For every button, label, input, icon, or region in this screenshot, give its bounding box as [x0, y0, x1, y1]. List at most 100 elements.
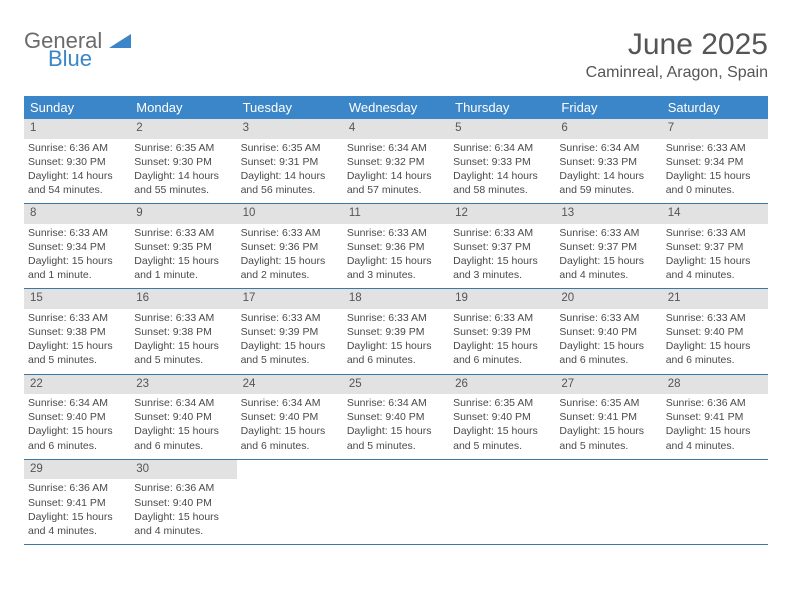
daylight-text: Daylight: 14 hours and 54 minutes.	[28, 169, 126, 197]
day-number: 23	[130, 375, 236, 395]
daylight-text: Daylight: 15 hours and 4 minutes.	[134, 510, 232, 538]
sunset-text: Sunset: 9:34 PM	[666, 155, 764, 169]
day-body: Sunrise: 6:33 AMSunset: 9:34 PMDaylight:…	[662, 139, 768, 204]
day-cell: 13Sunrise: 6:33 AMSunset: 9:37 PMDayligh…	[555, 204, 661, 288]
brand-logo: General Blue	[24, 28, 132, 54]
weeks-container: 1Sunrise: 6:36 AMSunset: 9:30 PMDaylight…	[24, 119, 768, 545]
sunset-text: Sunset: 9:37 PM	[666, 240, 764, 254]
day-cell: 12Sunrise: 6:33 AMSunset: 9:37 PMDayligh…	[449, 204, 555, 288]
day-body: Sunrise: 6:33 AMSunset: 9:39 PMDaylight:…	[449, 309, 555, 374]
day-cell: 24Sunrise: 6:34 AMSunset: 9:40 PMDayligh…	[237, 375, 343, 459]
daylight-text: Daylight: 15 hours and 4 minutes.	[28, 510, 126, 538]
sunset-text: Sunset: 9:37 PM	[559, 240, 657, 254]
week-row: 8Sunrise: 6:33 AMSunset: 9:34 PMDaylight…	[24, 204, 768, 289]
day-cell: 11Sunrise: 6:33 AMSunset: 9:36 PMDayligh…	[343, 204, 449, 288]
sunrise-text: Sunrise: 6:33 AM	[666, 141, 764, 155]
day-cell: 10Sunrise: 6:33 AMSunset: 9:36 PMDayligh…	[237, 204, 343, 288]
day-body	[662, 464, 768, 472]
day-cell: 21Sunrise: 6:33 AMSunset: 9:40 PMDayligh…	[662, 289, 768, 373]
daylight-text: Daylight: 15 hours and 6 minutes.	[28, 424, 126, 452]
day-body	[237, 464, 343, 472]
day-number: 9	[130, 204, 236, 224]
sunset-text: Sunset: 9:41 PM	[28, 496, 126, 510]
sunrise-text: Sunrise: 6:36 AM	[666, 396, 764, 410]
day-body: Sunrise: 6:33 AMSunset: 9:39 PMDaylight:…	[237, 309, 343, 374]
day-body: Sunrise: 6:34 AMSunset: 9:40 PMDaylight:…	[237, 394, 343, 459]
day-body: Sunrise: 6:33 AMSunset: 9:37 PMDaylight:…	[555, 224, 661, 289]
sunset-text: Sunset: 9:40 PM	[666, 325, 764, 339]
daylight-text: Daylight: 15 hours and 6 minutes.	[134, 424, 232, 452]
sunset-text: Sunset: 9:40 PM	[134, 496, 232, 510]
sunset-text: Sunset: 9:36 PM	[241, 240, 339, 254]
day-number: 11	[343, 204, 449, 224]
week-row: 15Sunrise: 6:33 AMSunset: 9:38 PMDayligh…	[24, 289, 768, 374]
day-cell: 19Sunrise: 6:33 AMSunset: 9:39 PMDayligh…	[449, 289, 555, 373]
day-cell: 16Sunrise: 6:33 AMSunset: 9:38 PMDayligh…	[130, 289, 236, 373]
day-body: Sunrise: 6:33 AMSunset: 9:35 PMDaylight:…	[130, 224, 236, 289]
sunrise-text: Sunrise: 6:34 AM	[559, 141, 657, 155]
sunrise-text: Sunrise: 6:33 AM	[666, 226, 764, 240]
day-cell: 25Sunrise: 6:34 AMSunset: 9:40 PMDayligh…	[343, 375, 449, 459]
day-cell: 23Sunrise: 6:34 AMSunset: 9:40 PMDayligh…	[130, 375, 236, 459]
month-title: June 2025	[586, 28, 768, 62]
day-body: Sunrise: 6:34 AMSunset: 9:40 PMDaylight:…	[24, 394, 130, 459]
sunrise-text: Sunrise: 6:36 AM	[28, 481, 126, 495]
day-body: Sunrise: 6:35 AMSunset: 9:30 PMDaylight:…	[130, 139, 236, 204]
day-cell: 3Sunrise: 6:35 AMSunset: 9:31 PMDaylight…	[237, 119, 343, 203]
calendar: Sunday Monday Tuesday Wednesday Thursday…	[24, 96, 768, 545]
sunset-text: Sunset: 9:33 PM	[559, 155, 657, 169]
daylight-text: Daylight: 15 hours and 5 minutes.	[28, 339, 126, 367]
day-body: Sunrise: 6:34 AMSunset: 9:40 PMDaylight:…	[130, 394, 236, 459]
day-number: 19	[449, 289, 555, 309]
day-number: 5	[449, 119, 555, 139]
day-cell: 15Sunrise: 6:33 AMSunset: 9:38 PMDayligh…	[24, 289, 130, 373]
week-row: 1Sunrise: 6:36 AMSunset: 9:30 PMDaylight…	[24, 119, 768, 204]
sunset-text: Sunset: 9:30 PM	[134, 155, 232, 169]
day-number: 3	[237, 119, 343, 139]
sunrise-text: Sunrise: 6:33 AM	[241, 311, 339, 325]
day-number: 28	[662, 375, 768, 395]
day-cell: 4Sunrise: 6:34 AMSunset: 9:32 PMDaylight…	[343, 119, 449, 203]
sunset-text: Sunset: 9:40 PM	[559, 325, 657, 339]
sunrise-text: Sunrise: 6:33 AM	[241, 226, 339, 240]
day-cell: 26Sunrise: 6:35 AMSunset: 9:40 PMDayligh…	[449, 375, 555, 459]
sunset-text: Sunset: 9:38 PM	[28, 325, 126, 339]
day-cell: 17Sunrise: 6:33 AMSunset: 9:39 PMDayligh…	[237, 289, 343, 373]
day-cell: 7Sunrise: 6:33 AMSunset: 9:34 PMDaylight…	[662, 119, 768, 203]
day-number: 25	[343, 375, 449, 395]
sunrise-text: Sunrise: 6:33 AM	[453, 311, 551, 325]
day-body: Sunrise: 6:36 AMSunset: 9:40 PMDaylight:…	[130, 479, 236, 544]
day-number: 2	[130, 119, 236, 139]
sunrise-text: Sunrise: 6:33 AM	[559, 226, 657, 240]
daylight-text: Daylight: 15 hours and 6 minutes.	[347, 339, 445, 367]
day-body	[343, 464, 449, 472]
day-number: 7	[662, 119, 768, 139]
sunrise-text: Sunrise: 6:34 AM	[453, 141, 551, 155]
day-number: 21	[662, 289, 768, 309]
dow-wednesday: Wednesday	[343, 96, 449, 119]
dow-tuesday: Tuesday	[237, 96, 343, 119]
dow-saturday: Saturday	[662, 96, 768, 119]
day-cell: 6Sunrise: 6:34 AMSunset: 9:33 PMDaylight…	[555, 119, 661, 203]
day-body	[555, 464, 661, 472]
day-number: 22	[24, 375, 130, 395]
day-number: 13	[555, 204, 661, 224]
sunset-text: Sunset: 9:32 PM	[347, 155, 445, 169]
day-cell: 14Sunrise: 6:33 AMSunset: 9:37 PMDayligh…	[662, 204, 768, 288]
day-body: Sunrise: 6:35 AMSunset: 9:40 PMDaylight:…	[449, 394, 555, 459]
day-body: Sunrise: 6:36 AMSunset: 9:41 PMDaylight:…	[24, 479, 130, 544]
day-cell: 29Sunrise: 6:36 AMSunset: 9:41 PMDayligh…	[24, 460, 130, 544]
sunrise-text: Sunrise: 6:36 AM	[28, 141, 126, 155]
sunset-text: Sunset: 9:34 PM	[28, 240, 126, 254]
day-cell: 22Sunrise: 6:34 AMSunset: 9:40 PMDayligh…	[24, 375, 130, 459]
daylight-text: Daylight: 15 hours and 4 minutes.	[666, 254, 764, 282]
sunrise-text: Sunrise: 6:33 AM	[347, 311, 445, 325]
daylight-text: Daylight: 14 hours and 59 minutes.	[559, 169, 657, 197]
day-cell	[662, 460, 768, 544]
day-cell	[343, 460, 449, 544]
day-body: Sunrise: 6:33 AMSunset: 9:34 PMDaylight:…	[24, 224, 130, 289]
day-body: Sunrise: 6:34 AMSunset: 9:40 PMDaylight:…	[343, 394, 449, 459]
sunrise-text: Sunrise: 6:33 AM	[28, 226, 126, 240]
sunrise-text: Sunrise: 6:34 AM	[134, 396, 232, 410]
daylight-text: Daylight: 14 hours and 57 minutes.	[347, 169, 445, 197]
